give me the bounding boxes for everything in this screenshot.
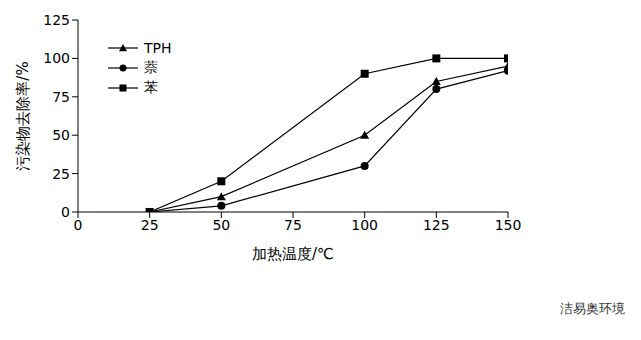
- html-text:洁易奥环境: 洁易奥环境: [560, 301, 625, 316]
- svg-text:25: 25: [52, 166, 70, 182]
- svg-text:25: 25: [141, 217, 159, 233]
- svg-text:100: 100: [43, 50, 70, 66]
- svg-text:75: 75: [52, 89, 70, 105]
- svg-text:50: 50: [52, 127, 70, 143]
- svg-text:0: 0: [61, 204, 70, 220]
- svg-text:125: 125: [423, 217, 450, 233]
- svg-text:50: 50: [212, 217, 230, 233]
- svg-text:加热温度/℃: 加热温度/℃: [252, 245, 334, 263]
- svg-text:75: 75: [284, 217, 302, 233]
- svg-text:150: 150: [495, 217, 522, 233]
- svg-text:0: 0: [74, 217, 83, 233]
- svg-text:污染物去除率/%: 污染物去除率/%: [14, 61, 32, 170]
- html-text:萘: 萘: [144, 59, 158, 75]
- html-text:TPH: TPH: [144, 40, 172, 56]
- html-text:苯: 苯: [144, 79, 158, 95]
- svg-text:100: 100: [351, 217, 378, 233]
- svg-text:125: 125: [43, 12, 70, 28]
